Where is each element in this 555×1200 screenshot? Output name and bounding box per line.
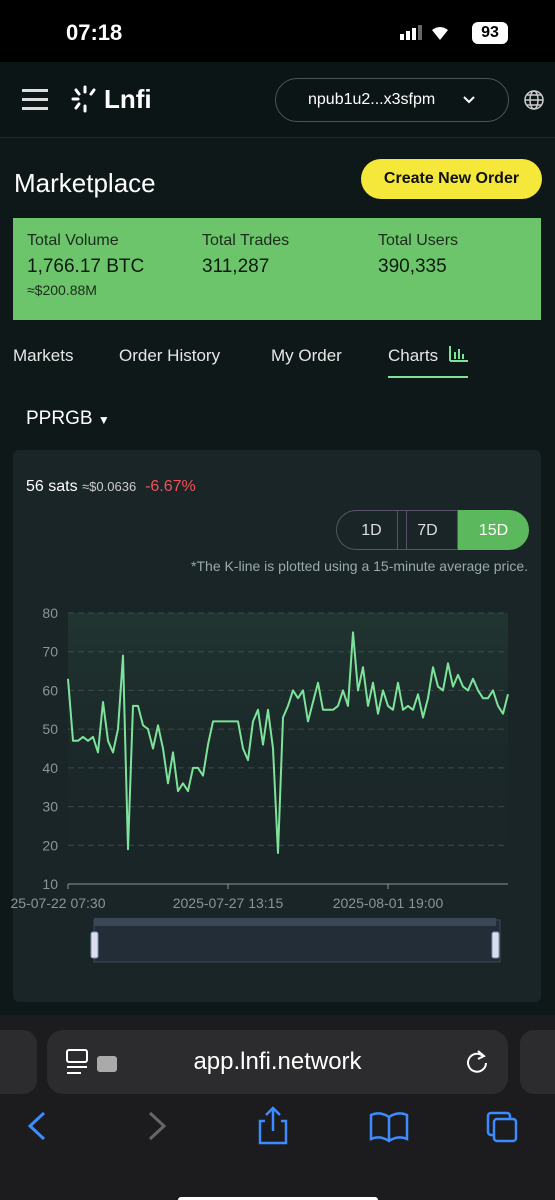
menu-icon[interactable] (22, 88, 48, 110)
stat: Total Users 390,335 (378, 232, 458, 278)
tab-preview[interactable] (0, 1030, 37, 1094)
account-button[interactable]: npub1u2...x3sfpm (275, 78, 509, 122)
toolbar (27, 1106, 518, 1200)
status-bar: 07:18 93 (0, 0, 555, 62)
y-tick-label: 20 (42, 837, 58, 853)
stat-value: 311,287 (202, 256, 270, 277)
x-tick-label: 2025-08-01 19:00 (333, 895, 444, 911)
token-select[interactable]: PPRGB ▼ (26, 408, 110, 429)
price-change: -6.67% (145, 478, 196, 495)
y-tick-label: 40 (42, 760, 58, 776)
signal-wifi (400, 25, 448, 40)
tab[interactable]: Order History (119, 346, 221, 365)
stat-sub: ≈$200.88M (27, 282, 97, 298)
price-sats: 56 sats (26, 478, 78, 495)
reader-icon[interactable] (65, 1048, 125, 1078)
x-tick-label: 2025-07-27 13:15 (173, 895, 284, 911)
range-button[interactable]: 15D (458, 510, 529, 550)
share-button[interactable] (258, 1106, 288, 1145)
battery: 93 (472, 22, 508, 44)
stats-panel: Total Volume 1,766.17 BTC ≈$200.88M Total … (13, 218, 541, 320)
token: PPRGB (26, 408, 93, 429)
reload-icon[interactable] (463, 1048, 491, 1076)
back-button[interactable] (27, 1111, 46, 1141)
chart: 10 20 30 40 50 60 70 80 25-07-22 07:30 2025-07-27… (11, 605, 509, 963)
create-order-button[interactable]: Create New Order (361, 159, 542, 199)
zoom-handle-bar[interactable] (94, 918, 496, 926)
tab[interactable]: Charts (388, 346, 469, 378)
y-tick-label: 50 (42, 721, 58, 737)
stat: Total Volume 1,766.17 BTC ≈$200.88M (27, 232, 144, 298)
address-bar[interactable]: app.lnfi.network (47, 1030, 508, 1094)
chevron (463, 96, 475, 104)
note: *The K-line is plotted using a 15-minute… (191, 558, 528, 574)
stat-value: 390,335 (378, 256, 447, 277)
logo-icon (71, 85, 96, 113)
stat-value: 1,766.17 BTC (27, 256, 145, 277)
tabs-button[interactable] (486, 1111, 518, 1143)
tab[interactable]: My Order (271, 346, 342, 365)
y-tick-label: 60 (42, 682, 58, 698)
url: app.lnfi.network (193, 1048, 362, 1075)
tab-preview[interactable] (520, 1030, 555, 1094)
x-tick-label: 25-07-22 07:30 (11, 895, 106, 911)
header: Lnfi npub1u2...x3sfpm (0, 62, 555, 138)
forward-button[interactable] (148, 1111, 167, 1141)
y-tick-label: 70 (42, 644, 58, 660)
y-tick-label: 10 (42, 876, 58, 892)
y-tick-label: 30 (42, 799, 58, 815)
page-title: Marketplace (14, 168, 156, 198)
stat-label: Total Trades (202, 232, 290, 249)
range-button[interactable]: 7D (397, 510, 458, 550)
account: npub1u2...x3sfpm (308, 91, 436, 108)
bookmarks-button[interactable] (369, 1112, 409, 1143)
stat: Total Trades 311,287 (202, 232, 289, 278)
plot-shade (68, 613, 508, 884)
price-row: 56 sats ≈$0.0636 -6.67% (26, 478, 196, 496)
home-indicator (178, 1197, 378, 1200)
browser-chrome: app.lnfi.network (0, 1015, 555, 1200)
chart-icon (449, 346, 469, 362)
time: 07:18 (66, 20, 123, 45)
range-button[interactable]: 1D (336, 510, 407, 550)
price-usd: ≈$0.0636 (82, 479, 137, 494)
logo[interactable]: Lnfi (104, 84, 152, 114)
zoom-handle[interactable] (90, 931, 99, 959)
zoom-slider[interactable] (93, 919, 501, 963)
globe-icon[interactable] (523, 89, 545, 111)
price-line (67, 631, 509, 854)
y-tick-label: 80 (42, 605, 58, 621)
zoom-handle[interactable] (491, 931, 500, 959)
tab[interactable]: Markets (13, 346, 74, 365)
stat-label: Total Users (378, 232, 459, 249)
stat-label: Total Volume (27, 232, 119, 249)
